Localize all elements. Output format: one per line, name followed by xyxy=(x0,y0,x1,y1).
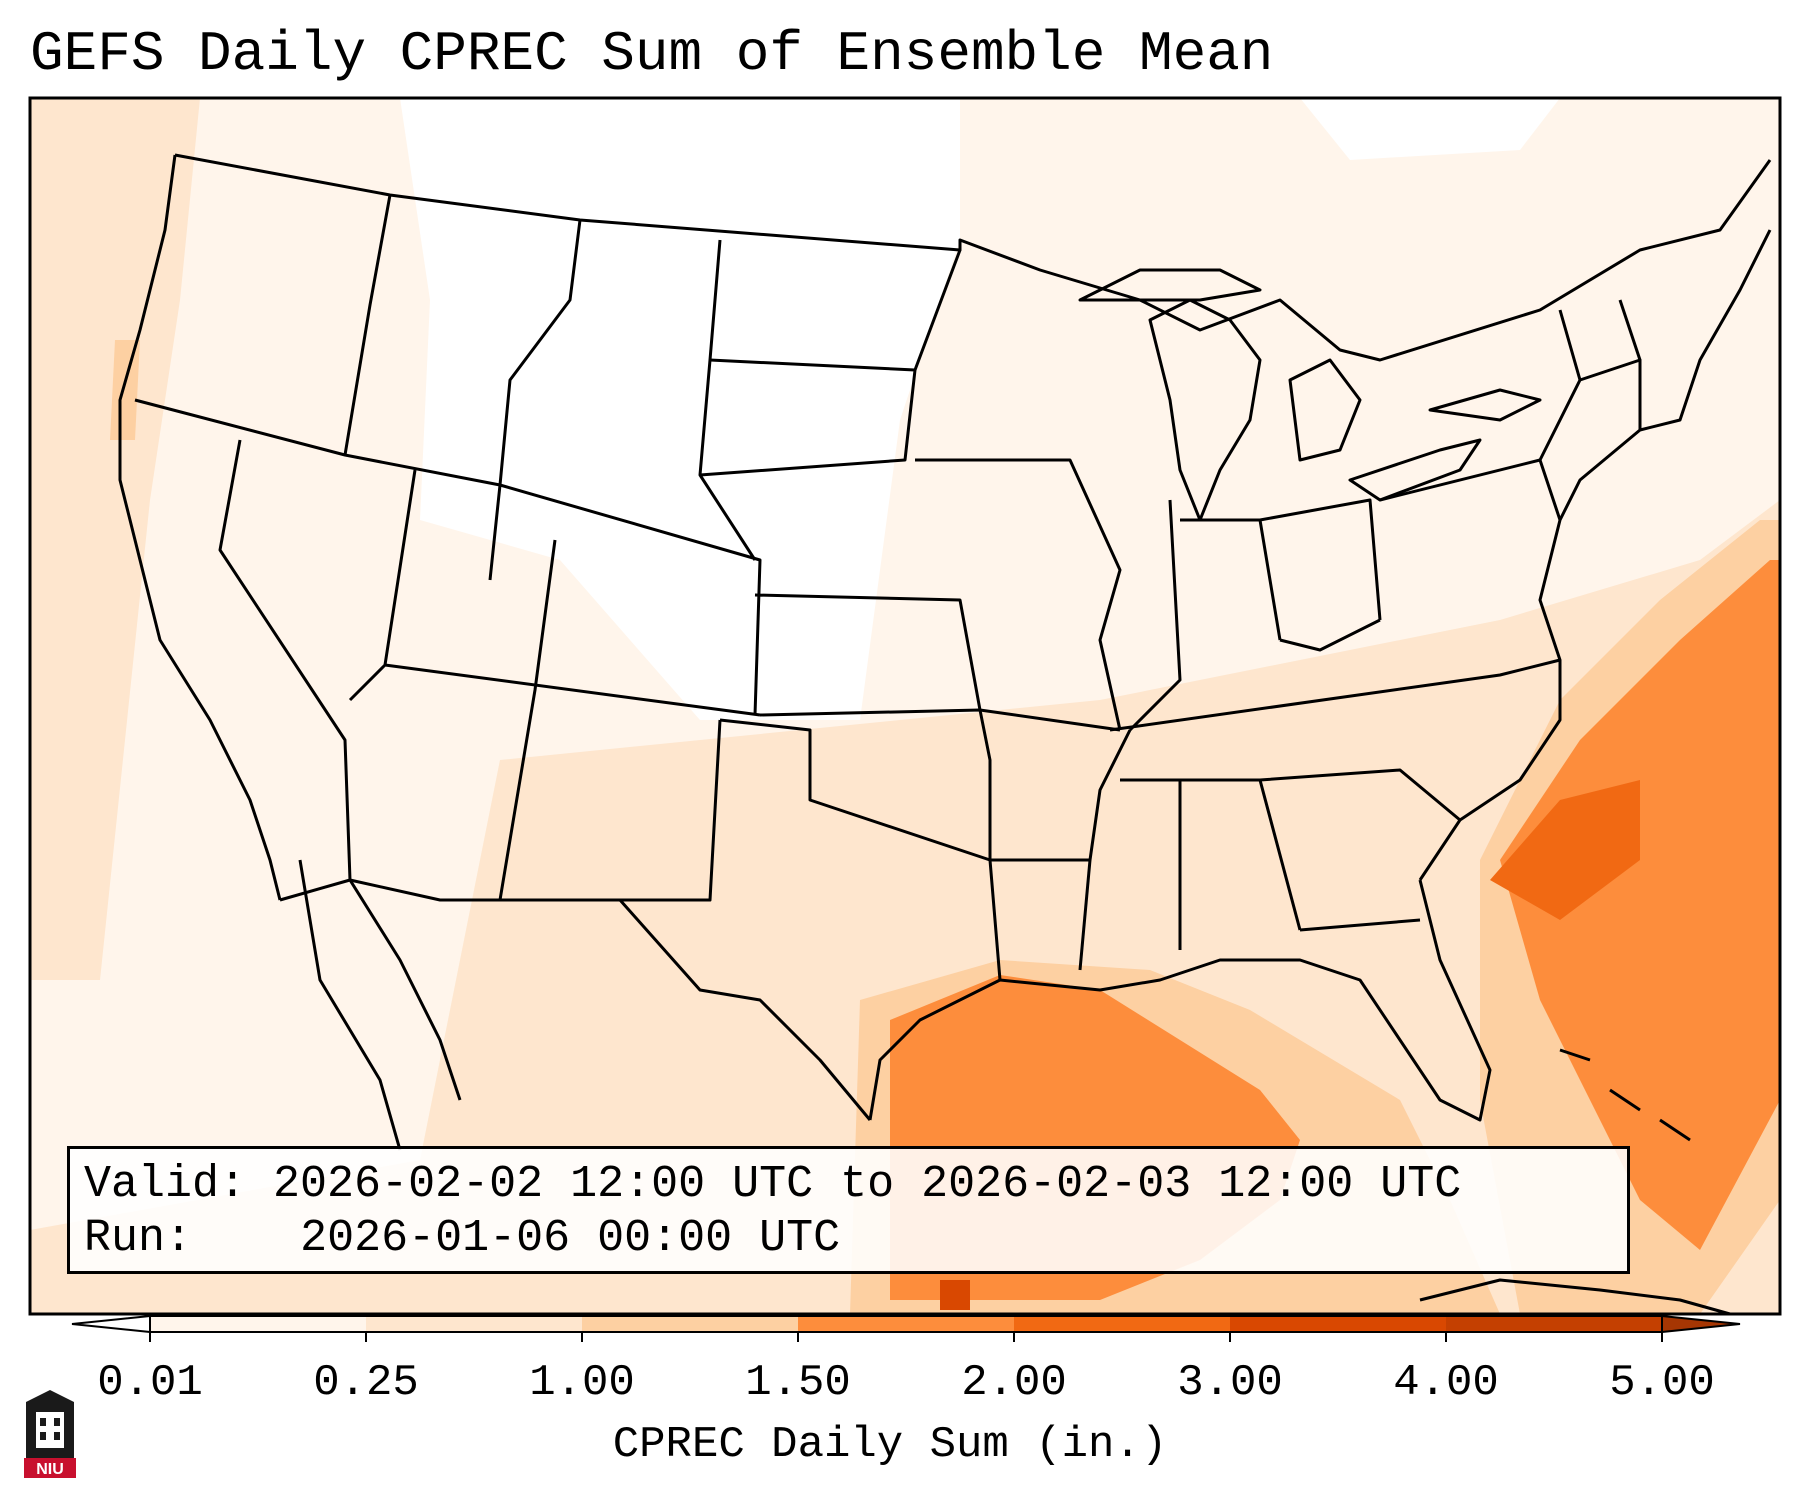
colorbar-tick-label: 2.00 xyxy=(961,1358,1067,1408)
state-line xyxy=(134,398,501,487)
run-value: 2026-01-06 00:00 UTC xyxy=(300,1213,841,1264)
lake-ontario xyxy=(1428,388,1542,422)
state-line xyxy=(1128,499,1182,732)
state-line xyxy=(488,219,582,581)
lake-huron xyxy=(1288,358,1362,462)
colorbar-bin xyxy=(1014,1316,1230,1332)
colorbar-extend-high xyxy=(1661,1314,1741,1334)
cuba-coast xyxy=(1419,1278,1731,1316)
colorbar-tick-label: 5.00 xyxy=(1609,1358,1715,1408)
colorbar-extend-low xyxy=(71,1314,151,1334)
run-line: Run: 2026-01-06 00:00 UTC xyxy=(84,1213,840,1264)
colorbar-label: CPREC Daily Sum (in.) xyxy=(612,1420,1168,1470)
precip-pacific-light xyxy=(30,98,200,980)
valid-value: 2026-02-02 12:00 UTC to 2026-02-03 12:00… xyxy=(273,1159,1462,1210)
niu-logo: NIU xyxy=(24,1390,76,1478)
boundaries xyxy=(118,153,1772,1316)
precip-dry-plains xyxy=(400,98,960,720)
lake-erie xyxy=(1348,438,1482,502)
baja-coast xyxy=(298,859,402,1151)
precip-trace-canada xyxy=(960,98,1220,180)
state-line xyxy=(218,439,352,881)
colorbar-tick-label: 1.50 xyxy=(745,1358,851,1408)
run-label: Run: xyxy=(84,1213,193,1264)
lake-michigan xyxy=(1148,298,1262,522)
colorbar-tick-label: 0.01 xyxy=(97,1358,203,1408)
bahamas xyxy=(1559,1048,1691,1142)
state-line xyxy=(915,458,1122,731)
colorbar-bin xyxy=(150,1316,366,1332)
precip-coast-moderate xyxy=(110,340,140,440)
colorbar-bin xyxy=(1230,1316,1446,1332)
state-line xyxy=(698,239,757,561)
state-line xyxy=(990,729,1132,862)
map-frame xyxy=(28,96,1782,1316)
state-line xyxy=(499,483,762,716)
state-line xyxy=(343,194,392,456)
state-line xyxy=(1259,498,1382,621)
us-canada-border xyxy=(174,153,1772,362)
precip-dry-ontario xyxy=(1300,98,1560,160)
state-line xyxy=(620,719,722,902)
state-line xyxy=(498,539,557,901)
precip-atlantic-very-heavy xyxy=(1490,780,1640,920)
colorbar xyxy=(71,1314,1741,1342)
colorbar-bin xyxy=(366,1316,582,1332)
state-line xyxy=(699,358,917,477)
valid-run-info-box: Valid: 2026-02-02 12:00 UTC to 2026-02-0… xyxy=(67,1146,1630,1274)
colorbar-tick-label: 4.00 xyxy=(1393,1358,1499,1408)
colorbar-bin xyxy=(1446,1316,1662,1332)
state-line xyxy=(754,593,982,711)
state-line xyxy=(1279,618,1381,652)
valid-line: Valid: 2026-02-02 12:00 UTC to 2026-02-0… xyxy=(84,1159,1461,1210)
pacific-coastline xyxy=(118,154,282,901)
state-line xyxy=(1618,299,1642,361)
gulf-of-california-coast xyxy=(348,879,462,1101)
state-line xyxy=(1558,309,1582,381)
precip-atlantic-heavy xyxy=(1500,560,1780,1250)
state-line xyxy=(1120,768,1461,822)
lake-superior xyxy=(1078,268,1262,302)
colorbar-tick-label: 0.25 xyxy=(313,1358,419,1408)
colorbar-outline xyxy=(149,1315,1663,1333)
state-line xyxy=(1258,779,1302,931)
state-line xyxy=(1299,918,1421,932)
colorbar-tick-label: 3.00 xyxy=(1177,1358,1283,1408)
precip-field xyxy=(30,98,1780,1314)
state-line xyxy=(719,709,992,862)
valid-label: Valid: xyxy=(84,1159,247,1210)
colorbar-bin xyxy=(798,1316,1014,1332)
state-line xyxy=(913,249,962,371)
precip-gulf-extreme xyxy=(940,1280,970,1310)
gulf-coastline xyxy=(868,879,1492,1122)
state-line xyxy=(1078,859,1092,971)
state-line xyxy=(1538,358,1642,461)
map-title: GEFS Daily CPREC Sum of Ensemble Mean xyxy=(30,22,1274,86)
colorbar-bin xyxy=(582,1316,798,1332)
colorbar-tick-label: 1.00 xyxy=(529,1358,635,1408)
state-line xyxy=(1109,658,1561,732)
state-line xyxy=(988,859,1002,981)
state-line xyxy=(384,663,761,717)
colorbar-ticks xyxy=(149,1332,1663,1342)
logo-text: NIU xyxy=(36,1461,64,1478)
